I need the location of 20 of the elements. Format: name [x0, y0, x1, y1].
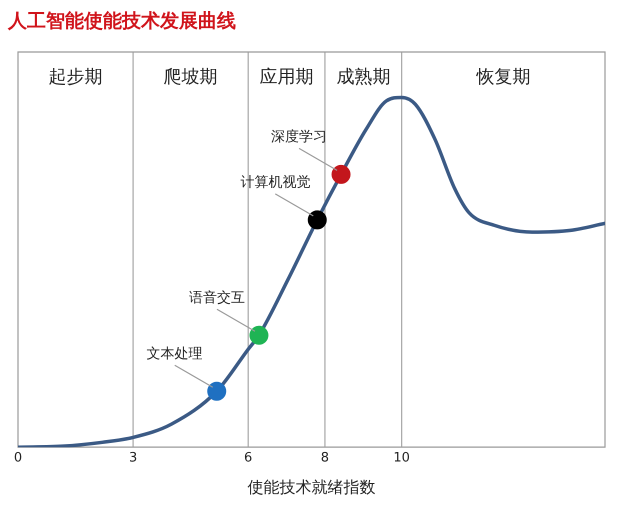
text: 起步期	[48, 66, 103, 88]
x-tick-label: 10	[393, 450, 410, 466]
text: 爬坡期	[164, 66, 218, 88]
text: 恢复期	[475, 66, 530, 88]
point	[207, 382, 226, 401]
series-label: 语音交互	[188, 290, 245, 306]
series-label: 计算机视觉	[240, 174, 310, 191]
text: 成熟期	[336, 66, 390, 88]
series-label: 深度学习	[271, 129, 328, 146]
series-label: 文本处理	[146, 346, 203, 362]
x-tick-label: 3	[128, 450, 138, 466]
point	[332, 164, 351, 184]
x-tick-label: 6	[244, 450, 252, 466]
text: 应用期	[260, 66, 314, 88]
point	[308, 210, 327, 230]
x-axis-title: 使能技术就绪指数	[248, 478, 376, 497]
x-tick-label: 8	[320, 450, 330, 466]
point	[249, 326, 268, 345]
chart-title: 人工智能使能技术发展曲线	[8, 9, 237, 34]
x-tick-label: 0	[14, 450, 22, 466]
